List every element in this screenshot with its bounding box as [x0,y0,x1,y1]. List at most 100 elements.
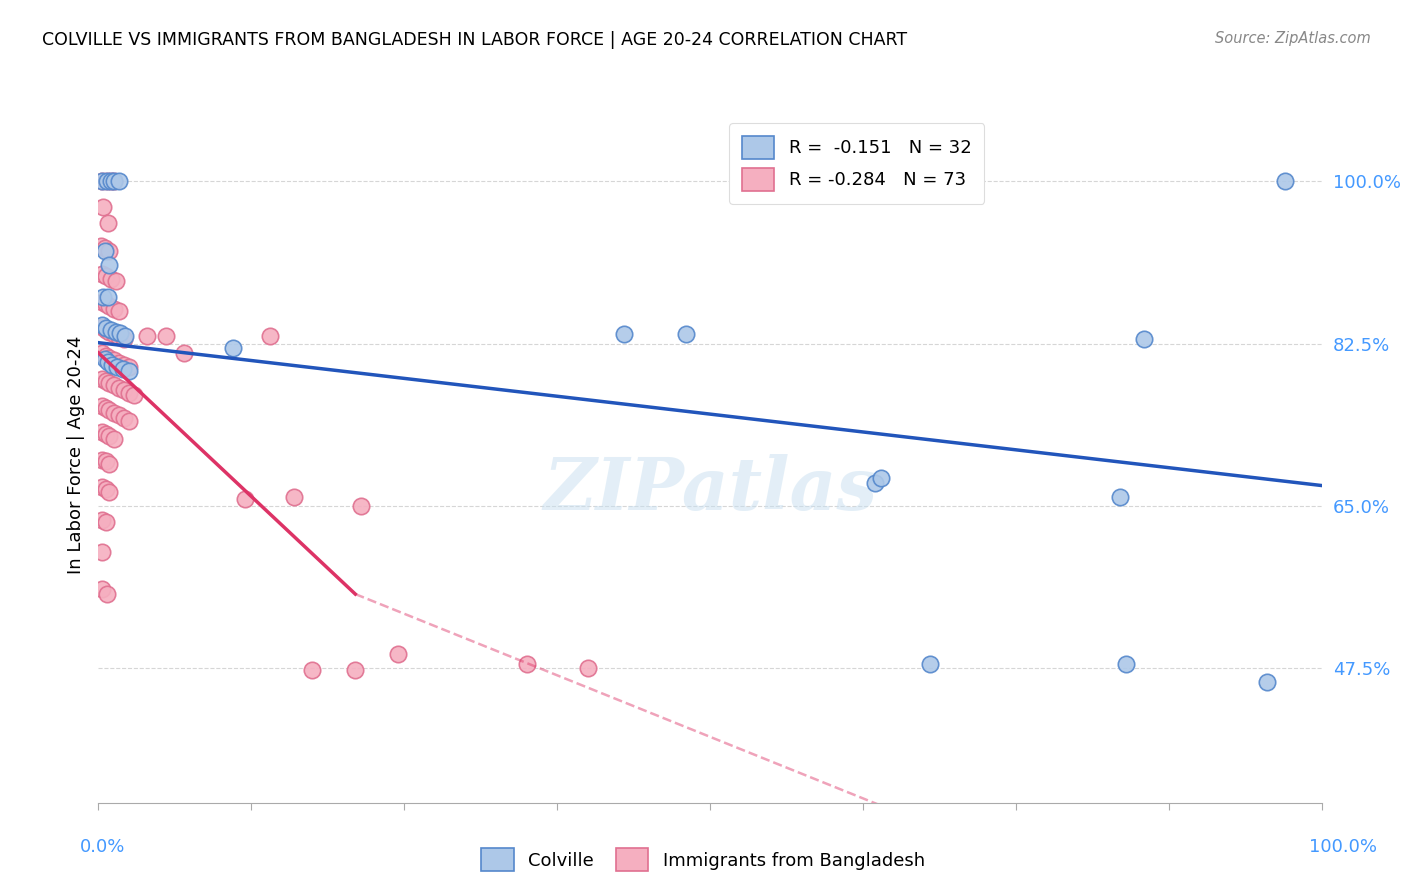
Point [91,480,114,494]
Point [103,432,125,446]
Point [93,241,115,255]
Point [98,351,121,365]
Point [136,329,159,343]
Point [91,425,114,439]
Point [173,346,195,360]
Point [104,273,127,287]
Point [91,513,114,527]
Point [91,372,114,386]
Point [1115,657,1137,671]
Point [301,663,323,677]
Point [103,378,125,392]
Point [100,174,122,188]
Point [118,414,141,428]
Point [91,267,114,281]
Point [104,325,127,339]
Point [91,319,114,334]
Point [515,657,537,671]
Point [91,200,114,214]
Text: COLVILLE VS IMMIGRANTS FROM BANGLADESH IN LABOR FORCE | AGE 20-24 CORRELATION CH: COLVILLE VS IMMIGRANTS FROM BANGLADESH I… [42,31,907,49]
Point [97,355,120,369]
Text: 100.0%: 100.0% [1309,838,1376,856]
Point [98,485,121,500]
Point [112,383,135,397]
Point [100,323,122,337]
Point [94,268,117,283]
Point [96,174,118,188]
Point [108,174,131,188]
Point [91,346,114,360]
Point [103,353,125,368]
Point [98,325,121,339]
Point [114,329,136,343]
Point [118,364,141,378]
Point [870,471,893,485]
Point [98,244,121,258]
Point [1274,174,1296,188]
Point [98,300,121,314]
Point [122,387,145,401]
Point [118,359,141,374]
Point [93,244,115,258]
Point [94,374,117,388]
Point [101,358,124,372]
Point [91,582,114,597]
Point [91,545,114,559]
Point [108,381,131,395]
Point [576,661,599,675]
Point [112,358,135,372]
Point [103,327,125,342]
Point [97,290,120,304]
Point [259,329,281,343]
Point [350,499,373,513]
Point [112,332,135,346]
Point [344,663,367,677]
Point [96,587,118,601]
Point [94,323,117,337]
Point [100,271,122,285]
Point [90,239,112,253]
Point [1256,675,1278,690]
Point [387,648,409,662]
Point [100,174,122,188]
Point [94,321,117,335]
Point [105,359,128,374]
Point [108,304,131,318]
Point [91,318,114,332]
Legend: R =  -0.151   N = 32, R = -0.284   N = 73: R = -0.151 N = 32, R = -0.284 N = 73 [730,123,984,203]
Point [112,410,135,425]
Point [98,429,121,443]
Point [1108,490,1130,504]
Point [108,408,131,422]
Y-axis label: In Labor Force | Age 20-24: In Labor Force | Age 20-24 [66,335,84,574]
Point [93,352,115,367]
Point [97,216,120,230]
Point [111,361,134,376]
Point [110,326,132,341]
Point [91,294,114,309]
Point [108,330,131,344]
Point [94,296,117,310]
Text: Source: ZipAtlas.com: Source: ZipAtlas.com [1215,31,1371,46]
Point [103,174,125,188]
Point [1133,332,1156,346]
Point [98,457,121,471]
Point [920,657,942,671]
Point [863,475,886,490]
Point [91,174,114,188]
Point [98,403,121,417]
Point [233,491,256,506]
Point [613,327,636,342]
Point [98,376,121,391]
Point [94,426,117,441]
Point [118,385,141,400]
Legend: Colville, Immigrants from Bangladesh: Colville, Immigrants from Bangladesh [474,841,932,879]
Point [96,174,118,188]
Point [91,174,114,188]
Text: ZIPatlas: ZIPatlas [543,454,877,525]
Point [94,454,117,468]
Point [283,490,305,504]
Point [94,482,117,496]
Point [94,349,117,363]
Point [103,406,125,420]
